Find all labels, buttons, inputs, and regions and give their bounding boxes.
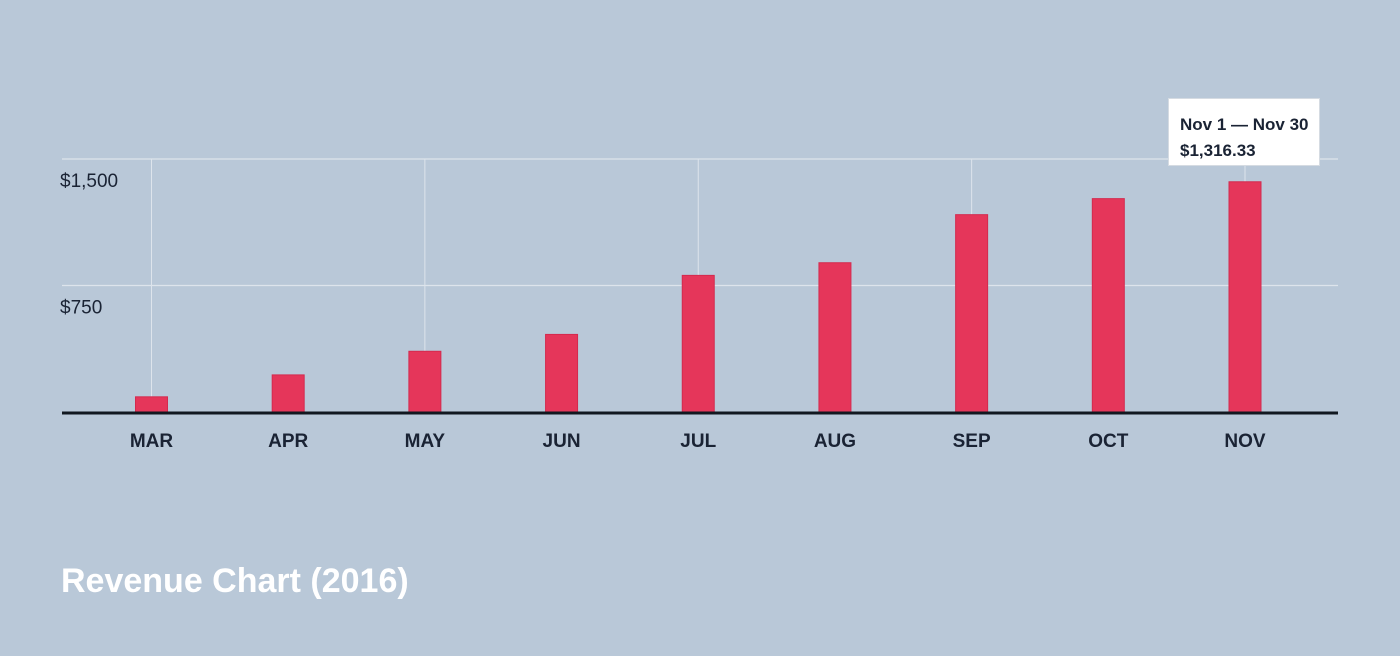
tooltip-range: Nov 1 — Nov 30 — [1180, 115, 1309, 134]
tooltip: Nov 1 — Nov 30 $1,316.33 — [1168, 98, 1320, 166]
chart-title: Revenue Chart (2016) — [61, 562, 409, 600]
bar-jun[interactable] — [545, 333, 579, 413]
x-tick-label: AUG — [814, 431, 856, 452]
bar-nov[interactable] — [1228, 181, 1262, 413]
tooltip-amount: $1,316.33 — [1180, 141, 1256, 160]
x-tick-label: APR — [268, 431, 308, 452]
x-tick-label: SEP — [953, 431, 991, 452]
x-tick-label: JUL — [680, 431, 716, 452]
bar-may[interactable] — [408, 350, 442, 413]
bar-jul[interactable] — [681, 274, 715, 413]
x-tick-label: MAR — [130, 431, 174, 452]
x-tick-label: OCT — [1088, 431, 1129, 452]
x-tick-label: MAY — [405, 431, 446, 452]
x-tick-label: JUN — [543, 431, 581, 452]
bar-mar[interactable] — [135, 396, 168, 413]
bar-sep[interactable] — [955, 214, 989, 413]
bar-apr[interactable] — [271, 374, 305, 413]
bar-aug[interactable] — [818, 262, 852, 413]
y-tick-label: $1,500 — [60, 171, 118, 192]
x-tick-label: NOV — [1224, 431, 1266, 452]
y-tick-label: $750 — [60, 298, 102, 319]
bar-oct[interactable] — [1091, 198, 1125, 413]
